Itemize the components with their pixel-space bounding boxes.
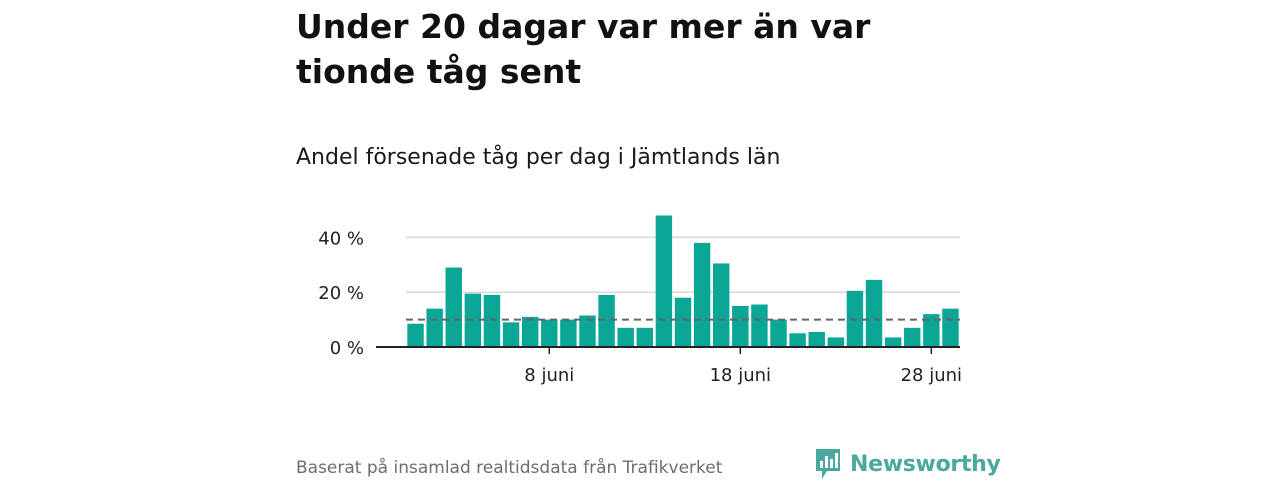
- x-tick-label: 28 juni: [901, 365, 962, 386]
- bar: [674, 297, 692, 347]
- bar: [483, 294, 501, 347]
- chart-card: Under 20 dagar var mer än var tionde tåg…: [296, 0, 1001, 480]
- source-note: Baserat på insamlad realtidsdata från Tr…: [296, 458, 723, 478]
- bar: [693, 242, 711, 347]
- y-tick-label: 40 %: [318, 228, 364, 249]
- bar: [426, 308, 443, 347]
- bar: [751, 304, 768, 347]
- bar: [445, 267, 462, 347]
- bar: [770, 319, 787, 347]
- brand-name: Newsworthy: [850, 451, 1001, 477]
- chart-title: Under 20 dagar var mer än var tionde tåg…: [296, 7, 871, 91]
- chart-subtitle: Andel försenade tåg per dag i Jämtlands …: [296, 145, 781, 170]
- y-tick-label: 0 %: [330, 338, 364, 359]
- bar: [904, 327, 921, 347]
- bar-chart-speech-bubble-icon: [816, 449, 840, 479]
- bar: [598, 294, 615, 347]
- bar: [521, 316, 539, 347]
- axes: 0 % 20 % 40 % 8 juni 18 juni 28 juni: [318, 228, 962, 386]
- bar: [732, 305, 749, 347]
- bar: [636, 327, 654, 347]
- bar: [827, 337, 845, 347]
- bar: [884, 337, 902, 347]
- bar: [541, 319, 558, 347]
- x-tick-label: 18 juni: [710, 365, 771, 386]
- bar: [712, 263, 730, 347]
- bar: [808, 331, 825, 347]
- bar: [560, 319, 577, 347]
- bar: [502, 322, 520, 347]
- bar: [942, 308, 959, 347]
- bar: [789, 333, 806, 347]
- y-tick-label: 20 %: [318, 283, 364, 304]
- bar-chart: 0 % 20 % 40 % 8 juni 18 juni 28 juni: [318, 215, 962, 386]
- bar: [655, 215, 673, 347]
- x-tick-label: 8 juni: [524, 365, 574, 386]
- bars: [407, 215, 959, 347]
- bar: [407, 323, 424, 347]
- bar: [617, 327, 634, 347]
- bar: [865, 279, 883, 347]
- bar: [579, 315, 596, 347]
- brand-logo[interactable]: Newsworthy: [814, 446, 1001, 482]
- bar: [923, 314, 940, 347]
